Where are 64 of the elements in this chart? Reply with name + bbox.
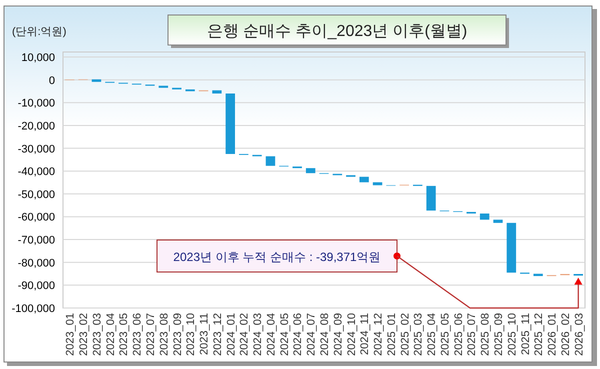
y-tick-label: -10,000 (18, 98, 55, 110)
x-tick-label: 2024_11 (359, 313, 372, 356)
x-tick-label: 2024_07 (306, 313, 318, 356)
y-tick-label: -30,000 (18, 143, 55, 156)
x-tick-label: 2025_03 (412, 313, 425, 356)
x-tick-label: 2025_01 (386, 313, 398, 356)
bar (359, 176, 369, 182)
y-tick-label: 10,000 (21, 52, 55, 64)
bar (493, 220, 503, 223)
y-tick-label: -60,000 (18, 212, 55, 224)
x-tick-label: 2023_01 (64, 313, 77, 356)
y-tick-label: -100,000 (12, 303, 55, 315)
y-tick-label: -40,000 (18, 166, 55, 178)
x-tick-label: 2026_02 (560, 313, 572, 356)
x-tick-label: 2024_03 (252, 313, 264, 356)
bar (480, 214, 490, 220)
y-tick-label: -80,000 (18, 257, 55, 270)
x-tick-label: 2024_01 (225, 313, 238, 356)
x-tick-label: 2026_03 (573, 313, 586, 356)
y-axis-title: (단위:억원) (12, 26, 66, 38)
x-tick-label: 2025_11 (520, 313, 532, 356)
x-tick-label: 2023_07 (145, 313, 157, 356)
x-tick-label: 2023_12 (212, 313, 224, 356)
x-tick-label: 2025_07 (466, 313, 478, 356)
x-tick-label: 2025_02 (399, 313, 412, 356)
x-tick-label: 2025_10 (506, 313, 518, 356)
x-tick-label: 2025_05 (439, 313, 452, 356)
bar (306, 168, 316, 174)
y-tick-label: 0 (48, 74, 55, 87)
bar (506, 222, 516, 273)
x-tick-label: 2023_11 (198, 313, 211, 356)
y-tick-label: -50,000 (18, 188, 55, 201)
x-tick-label: 2024_06 (292, 313, 304, 356)
x-tick-label: 2024_04 (265, 313, 278, 356)
x-tick-label: 2025_06 (452, 313, 465, 356)
y-tick-label: -90,000 (18, 280, 55, 292)
x-tick-label: 2023_03 (91, 313, 104, 356)
x-tick-label: 2025_04 (426, 313, 438, 356)
y-tick-label: -20,000 (18, 120, 55, 132)
bar (226, 94, 235, 154)
x-tick-label: 2024_09 (332, 313, 344, 356)
x-tick-label: 2024_05 (278, 313, 291, 356)
x-tick-label: 2023_06 (132, 313, 144, 356)
x-tick-label: 2026_01 (546, 313, 559, 356)
x-tick-label: 2025_12 (533, 313, 546, 356)
bar (212, 90, 222, 94)
bar (92, 79, 102, 82)
x-tick-label: 2023_10 (185, 313, 198, 356)
x-tick-label: 2023_04 (104, 313, 117, 356)
bar (266, 156, 276, 166)
chart-title: 은행 순매수 추이_2023년 이후(월별) (206, 23, 468, 40)
x-tick-label: 2024_02 (238, 313, 251, 356)
x-tick-label: 2023_02 (78, 313, 90, 356)
x-tick-label: 2025_09 (493, 313, 505, 356)
y-tick-label: -70,000 (18, 234, 55, 247)
x-tick-label: 2023_09 (172, 313, 184, 356)
x-tick-label: 2024_12 (372, 313, 385, 356)
annotation: 2023년 이후 누적 순매수 : -39,371억원 (173, 250, 381, 264)
x-tick-label: 2025_08 (480, 313, 492, 356)
x-tick-label: 2024_10 (346, 313, 358, 356)
bar (426, 186, 436, 211)
x-tick-label: 2024_08 (319, 313, 331, 356)
x-tick-label: 2023_05 (118, 313, 130, 356)
x-tick-label: 2023_08 (158, 313, 170, 356)
